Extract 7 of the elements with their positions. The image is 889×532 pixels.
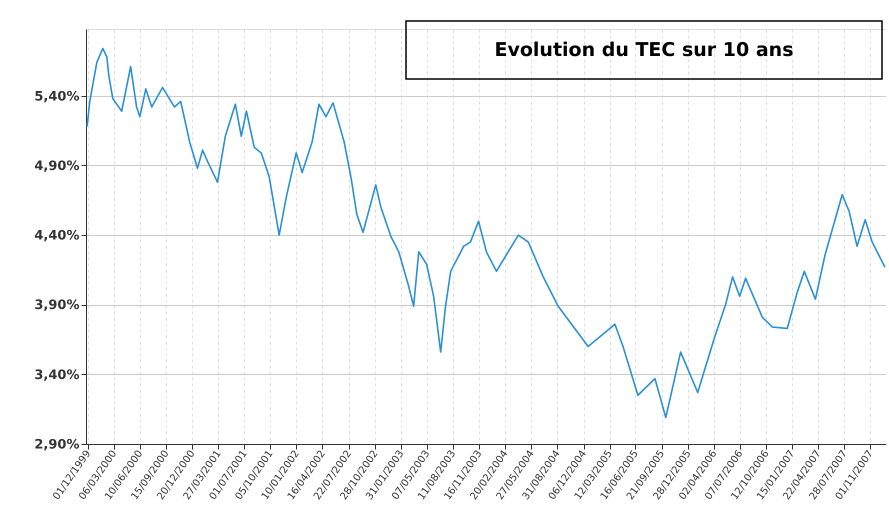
y-tick-label: 3,40% (34, 368, 80, 383)
y-tick-label: 5,40% (34, 89, 80, 104)
y-tick-label: 4,90% (34, 158, 80, 174)
y-tick-label: 4,40% (34, 228, 80, 244)
y-tick-label: 2,90% (34, 438, 80, 452)
y-tick-label: 3,90% (34, 298, 80, 314)
text: Evolution du TEC sur 10 ans (494, 39, 794, 61)
